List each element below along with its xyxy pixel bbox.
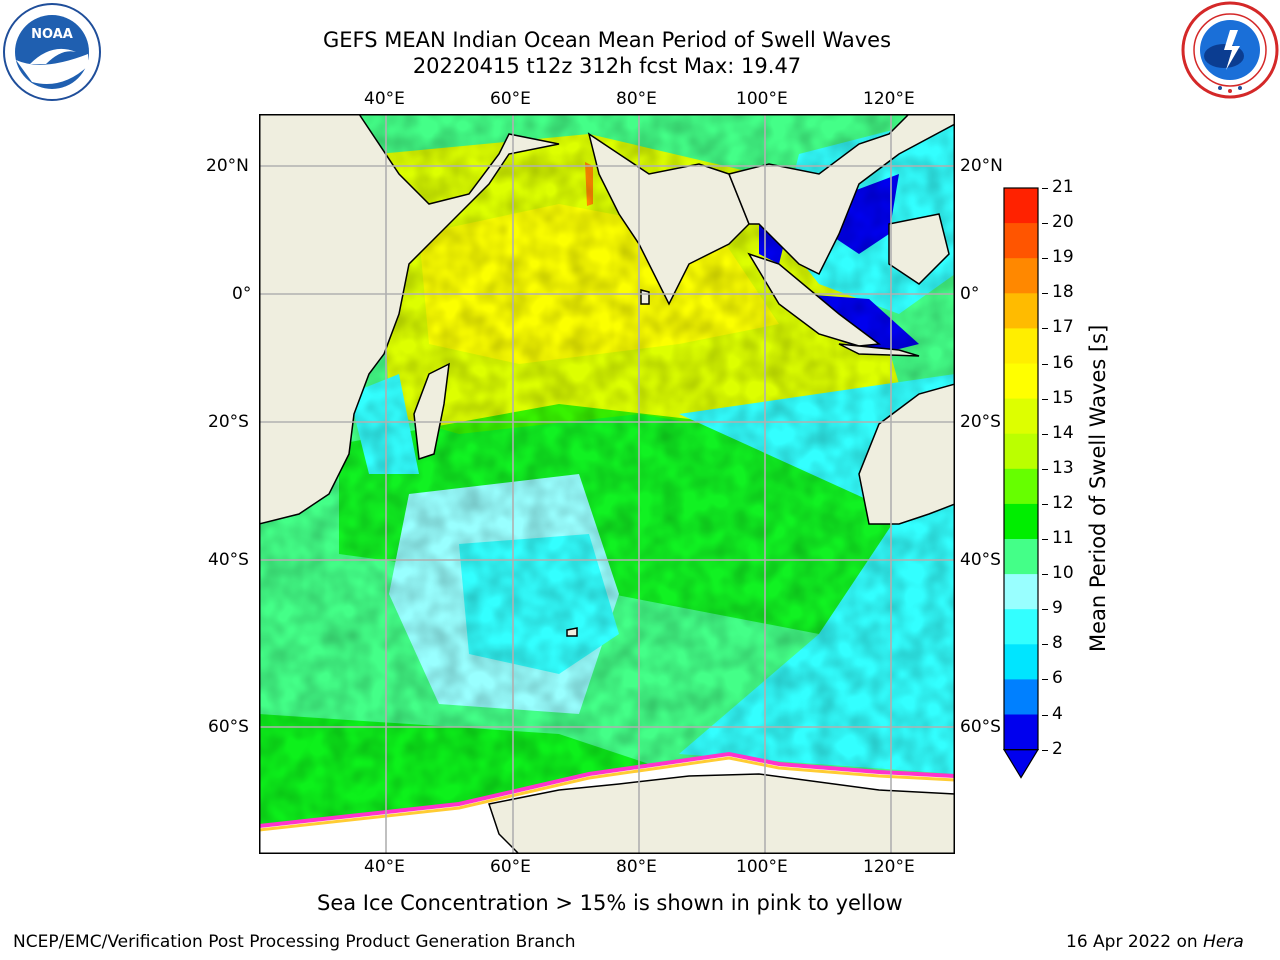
colorbar-tick-label: 15: [1052, 387, 1074, 408]
colorbar-segment: [1004, 468, 1038, 505]
lat-tick-left-20n: 20°N: [206, 156, 249, 176]
lat-tick-left-20s: 20°S: [208, 412, 249, 432]
lat-tick-right-20s: 20°S: [960, 412, 1001, 432]
lat-tick-right-0: 0°: [960, 284, 980, 304]
colorbar-tick-label: 11: [1052, 528, 1074, 548]
colorbar-tick-mark: [1042, 679, 1048, 681]
colorbar-segment: [1004, 258, 1038, 294]
colorbar-tick-label: 16: [1052, 352, 1074, 373]
colorbar-segment: [1004, 609, 1038, 645]
lat-tick-left-0: 0°: [232, 284, 252, 304]
lat-tick-right-20n: 20°N: [960, 156, 1003, 176]
colorbar-segment: [1004, 293, 1038, 329]
colorbar-tick-mark: [1042, 714, 1048, 716]
colorbar-tick-label: 14: [1052, 422, 1074, 443]
graticule: [259, 114, 955, 854]
lon-tick-top-100e: 100°E: [736, 89, 788, 109]
colorbar-tick-label: 17: [1052, 317, 1074, 338]
lon-tick-bottom-120e: 120°E: [863, 857, 915, 877]
footer-date: 16 Apr 2022 on Hera: [1066, 932, 1244, 952]
lon-tick-top-80e: 80°E: [616, 89, 657, 109]
footer-host: Hera: [1203, 932, 1244, 952]
colorbar-segment: [1004, 539, 1038, 575]
colorbar-tick-mark: [1042, 258, 1048, 260]
colorbar-tick-label: 2: [1052, 738, 1063, 759]
sea-ice-caption: Sea Ice Concentration > 15% is shown in …: [317, 891, 903, 915]
colorbar-segment: [1004, 433, 1038, 470]
colorbar-tick-mark: [1042, 539, 1048, 540]
colorbar-tick-label: 21: [1052, 177, 1074, 197]
colorbar-tick-mark: [1042, 363, 1048, 365]
colorbar-tick-label: 20: [1052, 212, 1074, 233]
colorbar-tick-label: 12: [1052, 492, 1074, 513]
colorbar-segment: [1004, 644, 1038, 680]
colorbar-extend-triangle: [1002, 749, 1040, 779]
colorbar-tick-mark: [1042, 223, 1048, 225]
sea-ice: [258, 751, 956, 855]
colorbar-segment: [1004, 363, 1038, 400]
colorbar-segment: [1004, 328, 1038, 364]
colorbar-segment: [1004, 223, 1038, 259]
lon-tick-bottom-80e: 80°E: [616, 857, 657, 877]
colorbar-tick-label: 9: [1052, 598, 1063, 619]
noaa-logo-text: NOAA: [31, 27, 73, 42]
colorbar-tick-label: 19: [1052, 247, 1074, 268]
colorbar-segment: [1004, 679, 1038, 715]
lon-tick-top-40e: 40°E: [364, 89, 405, 109]
colorbar-tick-mark: [1042, 293, 1048, 295]
lon-tick-top-60e: 60°E: [490, 89, 531, 109]
colorbar-segment: [1004, 714, 1038, 751]
title-line-2: 20220415 t12z 312h fcst Max: 19.47: [412, 54, 802, 78]
lat-tick-left-40s: 40°S: [208, 550, 249, 570]
footer-date-text: 16 Apr 2022 on: [1066, 932, 1198, 952]
colorbar-tick-mark: [1042, 644, 1048, 646]
colorbar-tick-mark: [1042, 503, 1048, 505]
colorbar-tick-mark: [1042, 468, 1048, 470]
colorbar-tick-mark: [1042, 188, 1048, 189]
colorbar-tick-label: 4: [1052, 703, 1063, 724]
colorbar-tick-mark: [1042, 398, 1048, 400]
colorbar-tick-mark: [1042, 574, 1048, 576]
colorbar-segment: [1004, 574, 1038, 610]
lat-tick-right-60s: 60°S: [960, 717, 1001, 737]
colorbar-outline: [1003, 187, 1039, 751]
lat-tick-right-40s: 40°S: [960, 550, 1001, 570]
lon-tick-bottom-60e: 60°E: [490, 857, 531, 877]
lat-tick-left-60s: 60°S: [208, 717, 249, 737]
colorbar-tick-label: 10: [1052, 563, 1074, 584]
colorbar-tick-label: 13: [1052, 457, 1074, 478]
lon-tick-bottom-40e: 40°E: [364, 857, 405, 877]
colorbar-title: Mean Period of Swell Waves [s]: [1086, 324, 1110, 652]
map-panel: [258, 113, 956, 855]
lon-tick-top-120e: 120°E: [863, 89, 915, 109]
colorbar: [996, 180, 1046, 790]
noaa-logo: NOAA: [2, 2, 102, 102]
colorbar-tick-mark: [1042, 433, 1048, 435]
colorbar-tick-mark: [1042, 749, 1048, 751]
colorbar-tick-mark: [1042, 328, 1048, 330]
title-line-1: GEFS MEAN Indian Ocean Mean Period of Sw…: [322, 28, 892, 52]
footer-credit: NCEP/EMC/Verification Post Processing Pr…: [13, 932, 576, 952]
colorbar-segment: [1004, 503, 1038, 540]
colorbar-segment: [1004, 188, 1038, 224]
lon-tick-bottom-100e: 100°E: [736, 857, 788, 877]
colorbar-tick-label: 6: [1052, 668, 1063, 689]
colorbar-tick-label: 18: [1052, 282, 1074, 303]
colorbar-tick-label: 8: [1052, 633, 1063, 654]
nws-logo: [1180, 0, 1280, 100]
colorbar-tick-mark: [1042, 609, 1048, 611]
colorbar-segment: [1004, 398, 1038, 435]
